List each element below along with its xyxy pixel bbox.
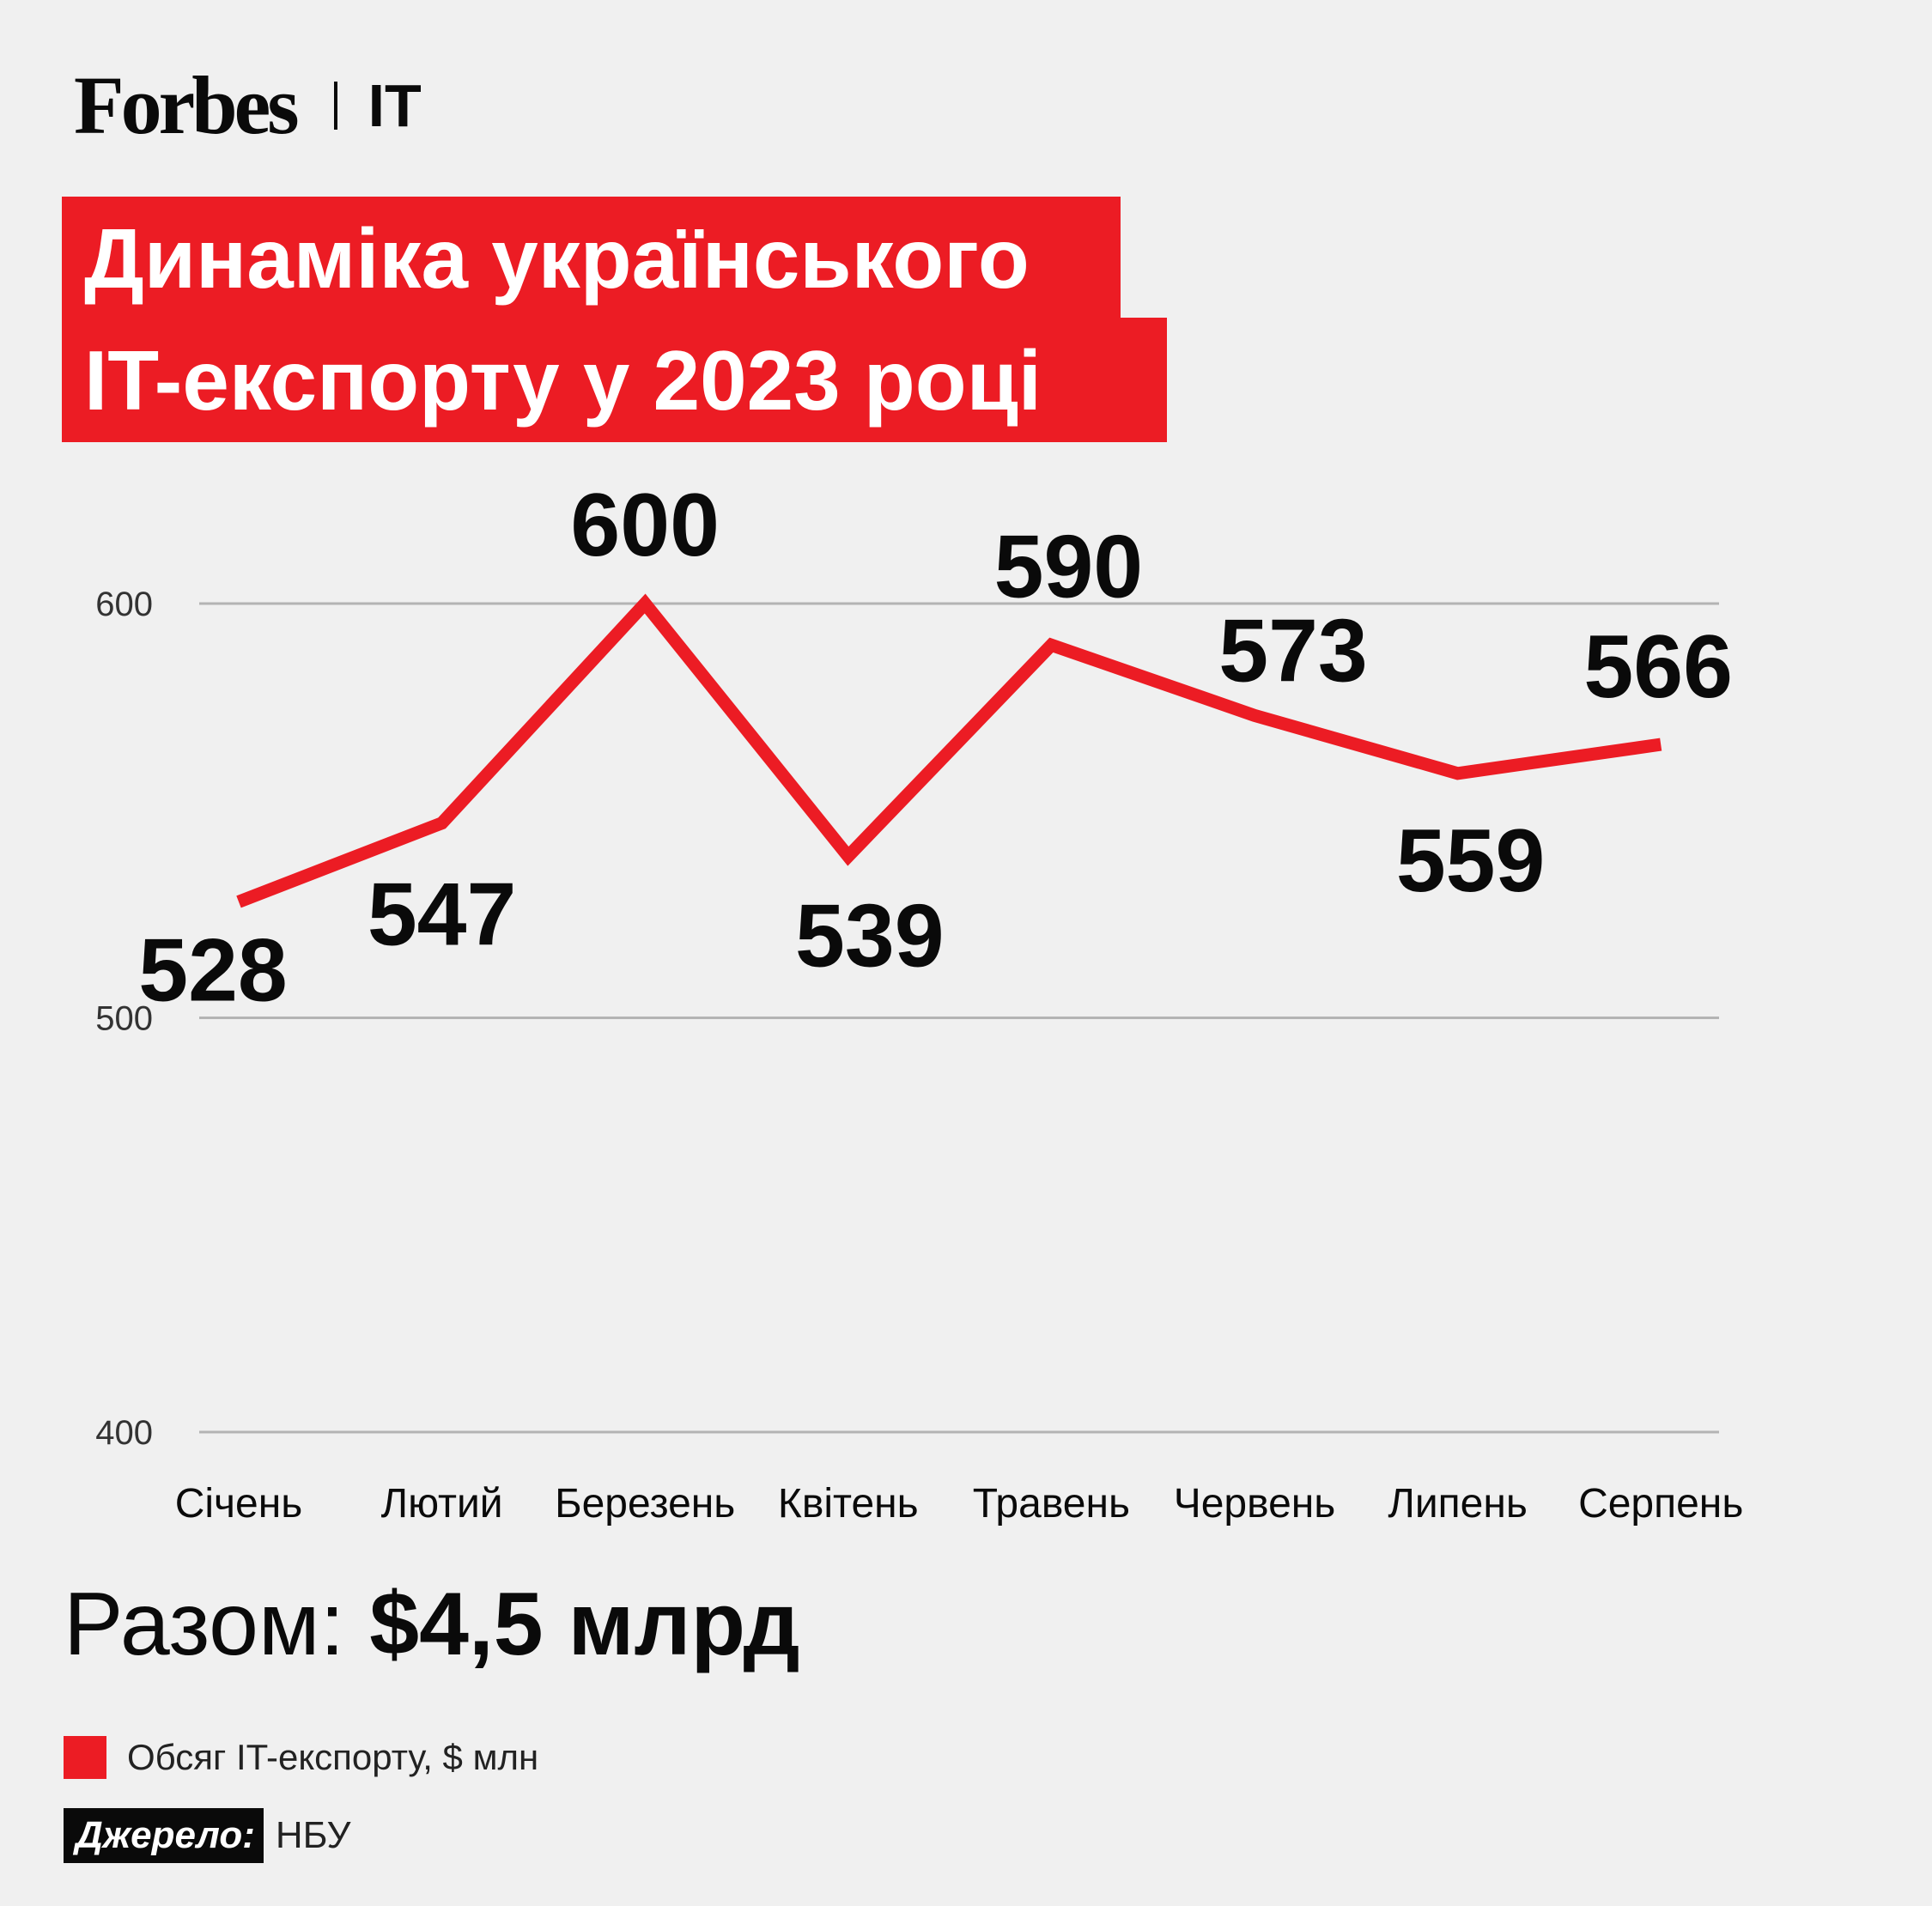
- chart-title-text-1: Динаміка українського: [84, 210, 1030, 306]
- x-tick-label-1: Січень: [175, 1481, 303, 1527]
- chart-title-line-2: IT-експорту у 2023 році: [62, 318, 1167, 442]
- series-line-1: [236, 593, 1662, 908]
- x-tick-label-6: Червень: [1174, 1481, 1336, 1527]
- y-tick-label-500: 500: [95, 1000, 153, 1038]
- data-label-3: 600: [570, 476, 720, 575]
- x-tick-label-4: Квітень: [778, 1481, 919, 1527]
- brand-section: IT: [368, 72, 422, 139]
- total-label: Разом:: [64, 1575, 370, 1674]
- legend: Обсяг IT-експорту, $ млн: [64, 1736, 538, 1779]
- x-tick-label-7: Липень: [1388, 1481, 1528, 1527]
- series-lines: [236, 593, 1662, 908]
- source-value: НБУ: [275, 1814, 351, 1856]
- x-tick-label-8: Серпень: [1578, 1481, 1743, 1527]
- brand-header: Forbes IT: [74, 59, 422, 151]
- source-label: Джерело:: [64, 1808, 264, 1863]
- data-label-4: 539: [795, 886, 945, 986]
- x-tick-label-5: Травень: [973, 1481, 1130, 1527]
- total-summary: Разом: $4,5 млрд: [64, 1580, 800, 1669]
- source-note: Джерело: НБУ: [64, 1808, 350, 1863]
- forbes-logo: Forbes: [74, 59, 300, 151]
- total-value: $4,5 млрд: [369, 1575, 800, 1674]
- data-label-2: 547: [368, 865, 517, 965]
- chart-title-text-2: IT-експорту у 2023 році: [84, 332, 1042, 428]
- data-label-6: 573: [1218, 601, 1368, 701]
- data-label-5: 590: [994, 517, 1144, 616]
- legend-swatch: [64, 1736, 106, 1779]
- line-chart: 400 500 600 Січень Лютий Березень Квітень Трав…: [95, 476, 1744, 1527]
- chart-title-line-1: Динаміка українського: [62, 197, 1121, 319]
- data-label-1: 528: [138, 920, 288, 1020]
- x-tick-label-2: Лютий: [381, 1481, 503, 1527]
- x-axis-tick-labels: Січень Лютий Березень Квітень Травень Червень…: [175, 1481, 1744, 1527]
- brand-divider: [333, 82, 337, 130]
- grid-lines: [199, 602, 1719, 1434]
- x-tick-label-3: Березень: [555, 1481, 735, 1527]
- data-label-8: 566: [1583, 617, 1733, 717]
- data-label-7: 559: [1396, 811, 1546, 911]
- y-axis-tick-labels: 400 500 600: [95, 586, 153, 1452]
- legend-label: Обсяг IT-експорту, $ млн: [127, 1737, 539, 1777]
- y-tick-label-600: 600: [95, 586, 153, 623]
- data-labels: 528 547 600 539 590 573 559 566: [138, 476, 1733, 1020]
- y-tick-label-400: 400: [95, 1414, 153, 1452]
